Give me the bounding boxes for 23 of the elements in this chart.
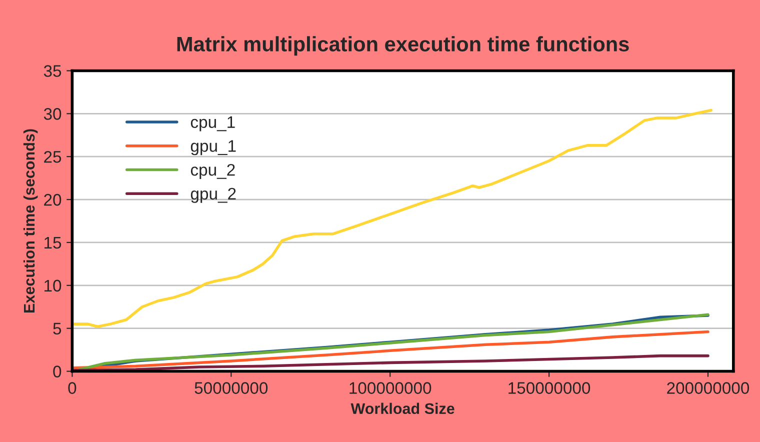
legend-label: cpu_1 [190,116,235,132]
y-tick-label: 35 [44,65,62,77]
x-tick-label: 200000000 [667,382,750,394]
x-tick-label: 50000000 [194,382,268,394]
y-tick-label: 30 [44,108,62,120]
y-tick-label: 0 [53,366,62,378]
legend-label: gpu_1 [190,140,236,156]
legend-label: gpu_2 [190,188,236,203]
y-tick-label: 20 [44,194,62,206]
line-series [72,108,713,328]
chart-title: Matrix multiplication execution time functions [177,36,629,56]
y-tick-label: 10 [44,280,62,292]
line-series [72,330,710,370]
x-tick-label: 150000000 [508,382,590,394]
x-tick-label: 100000000 [350,382,432,394]
y-tick-label: 15 [44,237,62,249]
y-axis-title: Execution time (seconds) [23,129,38,313]
x-axis-title: Workload Size [350,402,454,414]
y-tick-label: 5 [53,322,62,335]
y-tick-label: 25 [44,150,62,163]
legend-label: cpu_2 [190,164,235,180]
x-tick-label: 0 [68,382,76,394]
line-series [72,354,710,372]
